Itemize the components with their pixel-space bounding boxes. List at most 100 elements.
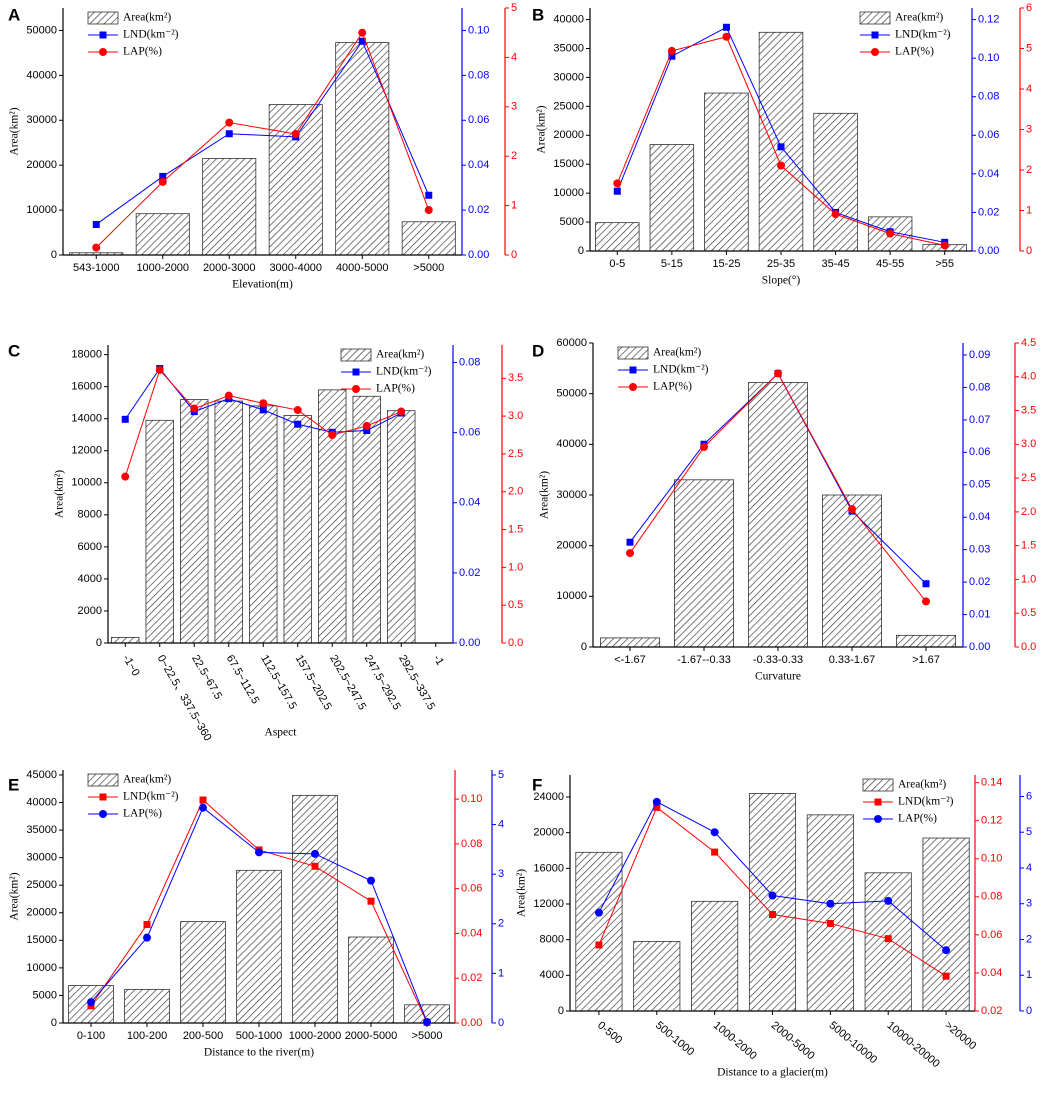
y-tick-label: 5 [1026,826,1032,838]
legend-swatch [87,11,119,25]
marker [722,32,731,41]
y-tick-label: 0.12 [978,13,999,25]
y-tick-label: 10000 [26,204,57,216]
marker [922,597,930,606]
y-axis-label: Area(km²) [516,869,528,917]
marker [613,179,622,188]
legend-marker [629,383,637,391]
bar [595,222,640,252]
y-tick-label: 0.04 [459,497,480,509]
y-tick-label: 0.06 [461,883,482,895]
marker [143,933,151,942]
y-tick-label: 4 [1026,862,1032,874]
legend-marker [99,810,107,818]
y-tick-label: 3.0 [1021,438,1036,450]
legend-marker [99,31,107,39]
y-tick-label: 3 [1026,898,1032,910]
y-tick-label: 4 [511,51,517,63]
y-tick-label: 16000 [533,862,564,874]
legend-marker [629,366,637,374]
y-tick-label: 0 [51,249,57,261]
y-tick-label: 5 [498,769,504,781]
marker [311,849,319,858]
bar [180,921,226,1024]
bar [633,941,681,1012]
y-tick-label: 2.0 [1021,506,1036,518]
y-tick-label: 0.06 [459,427,480,439]
y-tick-label: 1 [1026,204,1032,216]
y-tick-label: 50000 [26,24,57,36]
marker [940,241,949,250]
bar [922,837,970,1012]
y-tick-label: 0 [96,637,102,649]
x-axis-label: Curvature [755,671,801,683]
y-tick-label: 0.5 [508,599,523,611]
marker [942,946,951,955]
y-tick-label: 0.08 [461,838,482,850]
y-tick-label: 40000 [26,69,57,81]
y-tick-label: 30000 [26,114,57,126]
y-tick-label: 20000 [26,159,57,171]
legend-marker [874,798,882,806]
y-tick-label: 0.14 [981,777,1002,789]
x-tick-label: >5000 [413,262,444,274]
legend-label: Area(km²) [123,774,171,786]
legend-label: LND(km⁻²) [123,29,179,41]
x-tick-label: >5000 [412,1030,443,1042]
marker [367,876,375,885]
y-axis-label: Area(km²) [9,107,21,155]
y-tick-label: 0.02 [461,972,482,984]
bar [292,794,338,1024]
y-tick-label: 0.06 [978,129,999,141]
y-tick-label: 10000 [26,962,57,974]
bar [135,213,190,256]
y-tick-label: 0.02 [978,206,999,218]
y-tick-label: 0.01 [969,608,990,620]
y-tick-label: 40000 [556,438,587,450]
x-tick-label: 45-55 [876,258,904,270]
marker [711,848,719,856]
marker [225,130,233,138]
bar [649,144,695,252]
y-tick-label: 40000 [26,796,57,808]
y-tick-label: 35000 [26,824,57,836]
x-axis-label: Elevation(m) [232,279,293,291]
x-tick-label: -1~0 [120,653,142,678]
legend-label: Area(km²) [376,349,424,361]
y-tick-label: 0.08 [981,891,1002,903]
x-tick-label: 1000-2000 [289,1030,342,1042]
y-tick-label: 12000 [71,445,102,457]
y-tick-label: 2 [498,918,504,930]
y-tick-label: 0.08 [978,91,999,103]
legend-label: Area(km²) [123,12,171,24]
x-tick-label: 22.5~67.5 [189,653,224,702]
marker [121,472,130,481]
marker [291,129,300,138]
y-tick-label: 0 [581,641,587,653]
x-tick-label: -0.33-0.33 [753,654,803,666]
y-tick-label: 0.04 [978,168,999,180]
x-tick-label: 0.33-1.67 [829,654,875,666]
y-tick-label: 0 [558,1005,564,1017]
y-tick-label: 15000 [26,934,57,946]
x-tick-label: <-1.67 [614,654,646,666]
x-tick-label: 2000-5000 [769,1019,817,1062]
marker [224,391,233,400]
y-tick-label: 0.12 [981,815,1002,827]
x-tick-label: 0-5 [609,258,625,270]
marker [626,538,634,546]
marker [777,161,785,170]
marker [92,243,101,252]
bar [748,793,797,1012]
marker [826,899,835,908]
y-tick-label: 3.5 [1021,404,1036,416]
marker [158,177,167,186]
legend-label: LAP(%) [895,46,934,58]
marker [722,23,730,31]
y-tick-label: 4.0 [1021,371,1036,383]
legend-marker [352,385,360,393]
x-tick-label: 247.5~292.5 [362,653,403,712]
legend-label: LAP(%) [653,381,692,393]
y-tick-label: 35000 [553,42,584,54]
bar [600,637,661,648]
